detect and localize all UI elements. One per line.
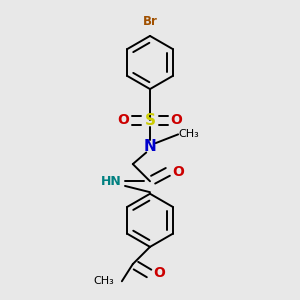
Text: O: O	[172, 165, 184, 179]
Text: CH₃: CH₃	[179, 129, 200, 140]
Text: S: S	[145, 113, 155, 128]
Text: N: N	[144, 140, 156, 154]
Text: HN: HN	[101, 175, 122, 188]
Text: CH₃: CH₃	[93, 276, 114, 286]
Text: Br: Br	[142, 15, 158, 28]
Text: O: O	[171, 113, 182, 127]
Text: O: O	[118, 113, 129, 127]
Text: O: O	[153, 266, 165, 280]
